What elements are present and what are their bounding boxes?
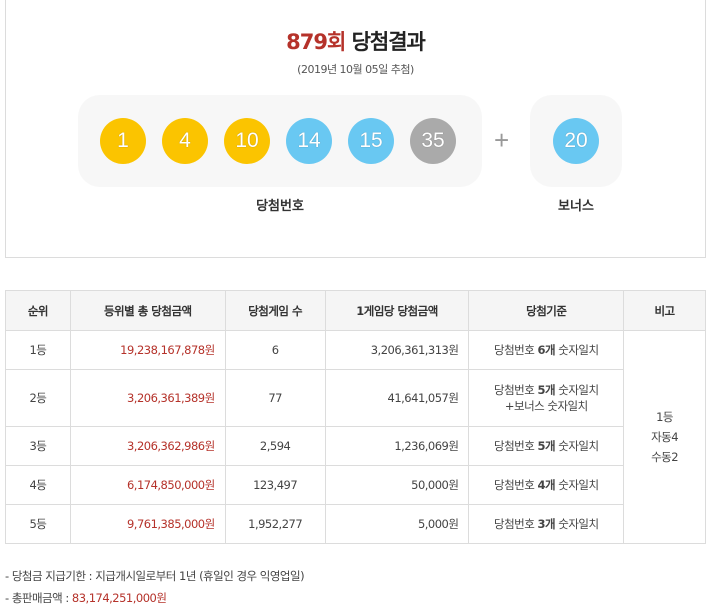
header-winner-count: 당첨게임 수	[224, 290, 326, 331]
total-sales-label: 총판매금액 :	[11, 591, 72, 605]
remarks-cell: 1등 자동4 수동2	[623, 330, 706, 544]
criteria-text: 당첨번호	[494, 478, 538, 492]
remarks-auto: 자동4	[651, 430, 679, 444]
criteria-cell: 당첨번호 5개 숫자일치	[468, 426, 625, 466]
total-sales-value: 83,174,251,000원	[71, 591, 167, 605]
criteria-text: 당첨번호	[494, 343, 538, 357]
rank-cell: 5등	[5, 504, 71, 544]
table-row: 3등 3,206,362,986원 2,594 1,236,069원 당첨번호 …	[5, 426, 706, 466]
remarks-manual: 수동2	[651, 450, 679, 464]
draw-date: (2019년 10월 05일 추첨)	[297, 63, 414, 76]
criteria-text-end: 숫자일치	[555, 343, 599, 357]
prize-per-game-cell: 1,236,069원	[324, 426, 470, 466]
criteria-text-end: 숫자일치	[555, 517, 599, 531]
page-title: 879회 당첨결과	[6, 26, 705, 56]
winning-numbers-label: 당첨번호	[256, 199, 304, 214]
list-item: 총판매금액 : 83,174,251,000원	[5, 590, 304, 610]
table-row: 5등 9,761,385,000원 1,952,277 5,000원 당첨번호 …	[5, 504, 706, 544]
criteria-text-end: 숫자일치	[555, 439, 599, 453]
bonus-label: 보너스	[558, 199, 594, 214]
winner-count-cell: 2,594	[224, 426, 326, 466]
header-remarks: 비고	[623, 290, 706, 331]
winning-ball-3: 10	[224, 118, 270, 164]
prize-per-game-cell: 41,641,057원	[324, 369, 470, 427]
plus-icon: +	[494, 125, 510, 155]
total-prize-cell: 19,238,167,878원	[69, 330, 226, 370]
criteria-text-end: 숫자일치	[555, 383, 599, 397]
criteria-cell: 당첨번호 3개 숫자일치	[468, 504, 625, 544]
criteria-text: 당첨번호	[494, 383, 538, 397]
header-rank: 순위	[5, 290, 71, 331]
bonus-ball: 20	[553, 118, 599, 164]
winner-count-cell: 1,952,277	[224, 504, 326, 544]
winning-ball-2: 4	[162, 118, 208, 164]
total-prize-cell: 6,174,850,000원	[69, 465, 226, 505]
total-prize-cell: 3,206,361,389원	[69, 369, 226, 427]
table-row: 4등 6,174,850,000원 123,497 50,000원 당첨번호 4…	[5, 465, 706, 505]
winning-ball-5: 15	[348, 118, 394, 164]
notes-list: 당첨금 지급기한 : 지급개시일로부터 1년 (휴일인 경우 익영업일) 총판매…	[5, 568, 305, 610]
rank-cell: 3등	[5, 426, 71, 466]
winner-count-cell: 123,497	[224, 465, 326, 505]
prize-table: 순위 등위별 총 당첨금액 당첨게임 수 1게임당 당첨금액 당첨기준 비고 1…	[5, 290, 706, 544]
winning-numbers-panel: 1 4 10 14 15 35	[78, 95, 482, 187]
winning-ball-1: 1	[100, 118, 146, 164]
prize-per-game-cell: 5,000원	[324, 504, 470, 544]
rank-cell: 2등	[5, 369, 71, 427]
rank-cell: 1등	[5, 330, 71, 370]
criteria-cell: 당첨번호 4개 숫자일치	[468, 465, 625, 505]
criteria-text: 당첨번호	[494, 517, 538, 531]
table-row: 1등 19,238,167,878원 6 3,206,361,313원 당첨번호…	[5, 330, 706, 544]
winner-count-cell: 77	[224, 369, 326, 427]
winning-ball-4: 14	[286, 118, 332, 164]
criteria-count: 3개	[537, 517, 556, 531]
list-item: 당첨금 지급기한 : 지급개시일로부터 1년 (휴일인 경우 익영업일)	[5, 568, 305, 590]
winning-ball-6: 35	[410, 118, 456, 164]
total-prize-cell: 3,206,362,986원	[69, 426, 226, 466]
header-criteria: 당첨기준	[468, 290, 625, 331]
deadline-label: 당첨금 지급기한 :	[11, 569, 96, 583]
rank-cell: 4등	[5, 465, 71, 505]
header-total-prize: 등위별 총 당첨금액	[69, 290, 226, 331]
header-prize-per-game: 1게임당 당첨금액	[324, 290, 470, 331]
table-row: 2등 3,206,361,389원 77 41,641,057원 당첨번호 5개…	[5, 369, 706, 427]
prize-per-game-cell: 3,206,361,313원	[324, 330, 470, 370]
round-number: 879회	[286, 30, 346, 54]
criteria-text: 당첨번호	[494, 439, 538, 453]
criteria-count: 5개	[537, 439, 556, 453]
table-header-row: 순위 등위별 총 당첨금액 당첨게임 수 1게임당 당첨금액 당첨기준 비고	[5, 290, 706, 331]
criteria-count: 5개	[537, 383, 556, 397]
criteria-count: 6개	[537, 343, 556, 357]
deadline-value: 지급개시일로부터 1년 (휴일인 경우 익영업일)	[95, 569, 305, 583]
winner-count-cell: 6	[224, 330, 326, 370]
criteria-text-end: 숫자일치	[555, 478, 599, 492]
criteria-bonus-text: +보너스 숫자일치	[504, 399, 588, 413]
criteria-cell: 당첨번호 5개 숫자일치 +보너스 숫자일치	[468, 369, 625, 427]
bonus-number-panel: 20	[530, 95, 622, 187]
remarks-rank: 1등	[656, 410, 674, 424]
total-prize-cell: 9,761,385,000원	[69, 504, 226, 544]
criteria-count: 4개	[537, 478, 556, 492]
criteria-cell: 당첨번호 6개 숫자일치	[468, 330, 625, 370]
prize-per-game-cell: 50,000원	[324, 465, 470, 505]
title-suffix: 당첨결과	[345, 30, 426, 54]
